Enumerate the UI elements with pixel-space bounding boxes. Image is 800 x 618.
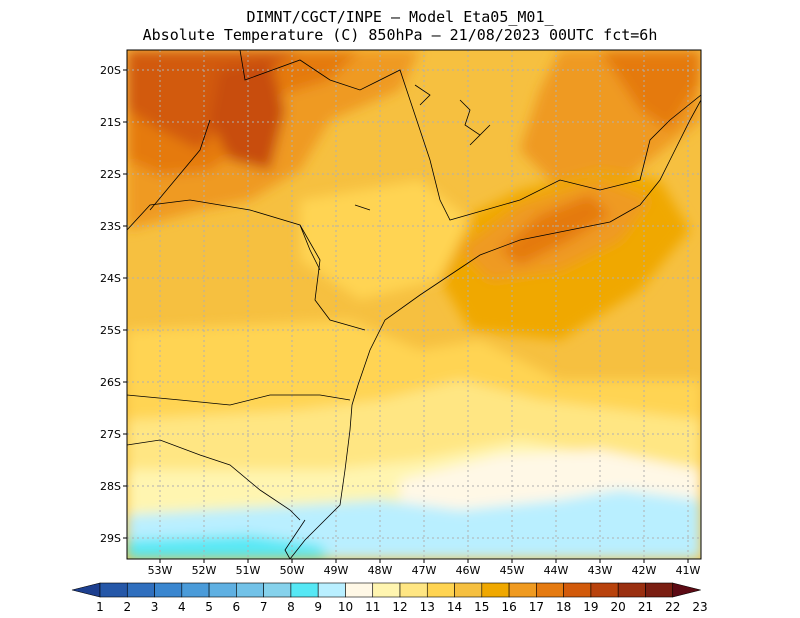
- colorbar-label: 17: [529, 600, 544, 614]
- colorbar-label: 16: [501, 600, 516, 614]
- graticule: [127, 50, 701, 559]
- colorbar-swatch: [126, 582, 155, 598]
- colorbar-arrow-left: [71, 582, 101, 598]
- lat-label: 27S: [100, 428, 121, 441]
- lon-label: 44W: [544, 564, 569, 577]
- lat-label: 26S: [100, 376, 121, 389]
- lon-label: 49W: [324, 564, 349, 577]
- colorbar-label: 18: [556, 600, 571, 614]
- lon-label: 48W: [368, 564, 393, 577]
- colorbar-label: 14: [447, 600, 462, 614]
- colorbar: 1 2 3 4 5 6 7 8 9 10 11 12 13 14 15 16 17 18 19 20 21 22 23: [71, 582, 708, 614]
- colorbar-swatch: [563, 582, 592, 598]
- lat-label: 20S: [100, 64, 121, 77]
- colorbar-label: 7: [260, 600, 268, 614]
- colorbar-label: 4: [178, 600, 186, 614]
- lat-label: 29S: [100, 532, 121, 545]
- title-line-2: Absolute Temperature (C) 850hPa – 21/08/…: [142, 26, 658, 44]
- lat-label: 24S: [100, 272, 121, 285]
- colorbar-swatch: [399, 582, 428, 598]
- colorbar-label: 23: [692, 600, 707, 614]
- colorbar-label: 21: [638, 600, 653, 614]
- colorbar-label: 3: [151, 600, 159, 614]
- colorbar-label: 20: [611, 600, 626, 614]
- lon-label: 41W: [676, 564, 701, 577]
- colorbar-swatch: [426, 582, 455, 598]
- lon-label: 50W: [280, 564, 305, 577]
- colorbar-swatch: [481, 582, 510, 598]
- colorbar-swatch: [317, 582, 346, 598]
- colorbar-swatch: [263, 582, 292, 598]
- colorbar-label: 19: [583, 600, 598, 614]
- colorbar-label: 11: [365, 600, 380, 614]
- lat-label: 28S: [100, 480, 121, 493]
- colorbar-label: 10: [338, 600, 353, 614]
- lon-label: 53W: [148, 564, 173, 577]
- lat-label: 21S: [100, 116, 121, 129]
- lon-label: 46W: [456, 564, 481, 577]
- colorbar-swatch: [99, 582, 128, 598]
- colorbar-swatch: [454, 582, 483, 598]
- plot-frame: [126, 49, 702, 560]
- lon-label: 52W: [192, 564, 217, 577]
- colorbar-label: 9: [314, 600, 322, 614]
- colorbar-swatch: [181, 582, 210, 598]
- colorbar-label: 2: [123, 600, 131, 614]
- colorbar-label: 13: [420, 600, 435, 614]
- colorbar-label: 6: [233, 600, 241, 614]
- title-line-1: DIMNT/CGCT/INPE – Model Eta05_M01_: [246, 8, 554, 26]
- lon-label: 47W: [412, 564, 437, 577]
- colorbar-swatch: [154, 582, 183, 598]
- lat-label: 25S: [100, 324, 121, 337]
- lon-label: 51W: [236, 564, 261, 577]
- colorbar-label: 5: [205, 600, 213, 614]
- colorbar-swatch: [208, 582, 237, 598]
- colorbar-swatch: [617, 582, 646, 598]
- lat-label: 23S: [100, 220, 121, 233]
- latitude-labels: 20S 21S 22S 23S 24S 25S 26S 27S 28S 29S: [100, 64, 127, 545]
- colorbar-swatch: [290, 582, 319, 598]
- colorbar-swatch: [536, 582, 564, 598]
- colorbar-label: 1: [96, 600, 104, 614]
- colorbar-label: 12: [392, 600, 407, 614]
- colorbar-label: 22: [665, 600, 680, 614]
- lon-label: 42W: [632, 564, 657, 577]
- lat-label: 22S: [100, 168, 121, 181]
- lon-label: 43W: [588, 564, 613, 577]
- colorbar-swatch: [508, 582, 537, 598]
- longitude-labels: 53W 52W 51W 50W 49W 48W 47W 46W 45W 44W 43W 42W 41W: [148, 559, 701, 577]
- colorbar-swatch: [645, 582, 674, 598]
- temperature-field: [127, 50, 701, 559]
- colorbar-swatch: [345, 582, 374, 598]
- colorbar-arrow-right: [672, 582, 701, 598]
- colorbar-label: 8: [287, 600, 295, 614]
- colorbar-swatch: [590, 582, 619, 598]
- lon-label: 45W: [500, 564, 525, 577]
- colorbar-swatch: [372, 582, 401, 598]
- colorbar-label: 15: [474, 600, 489, 614]
- colorbar-swatch: [236, 582, 264, 598]
- coastline-and-borders: [127, 50, 701, 559]
